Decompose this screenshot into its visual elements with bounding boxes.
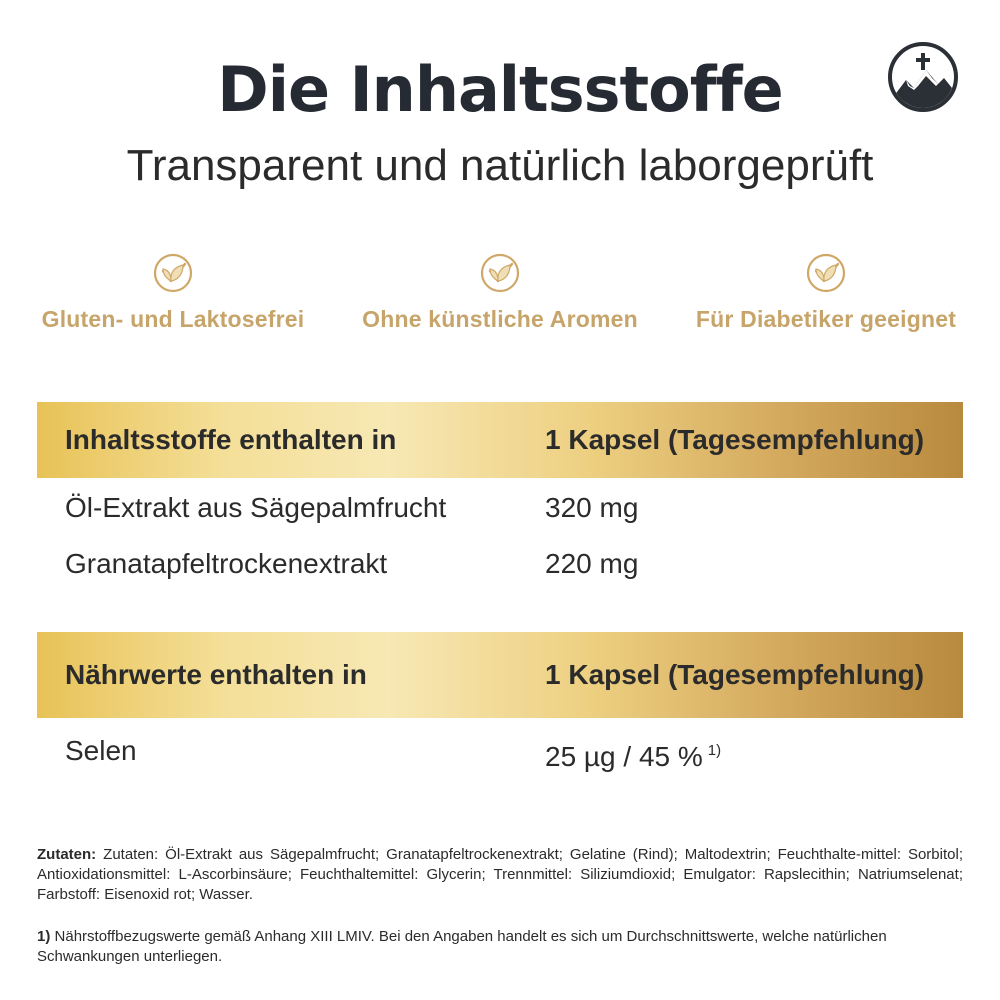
ingredients-header-amount: 1 Kapsel (Tagesempfehlung) (545, 424, 925, 455)
nutrients-header-label: Nährwerte enthalten in (65, 659, 367, 690)
feature-label: Für Diabetiker geeignet (695, 306, 957, 332)
footnote: 1) Nährstoffbezugswerte gemäß Anhang XII… (37, 927, 963, 967)
ingredient-name: Granatapfeltrockenextrakt (65, 548, 388, 579)
footnote-text: Nährstoffbezugswerte gemäß Anhang XIII L… (37, 928, 887, 965)
page-title: Die Inhaltsstoffe (217, 53, 783, 126)
ingredient-name: Öl-Extrakt aus Sägepalmfrucht (65, 492, 447, 523)
nutrient-name: Selen (65, 735, 137, 766)
ingredients-text: Zutaten: Zutaten: Öl-Extrakt aus Sägepal… (37, 845, 963, 905)
mountain-cross-logo-icon (888, 42, 958, 112)
ingredients-body: Zutaten: Öl-Extrakt aus Sägepalmfrucht; … (37, 846, 963, 903)
leaf-check-icon (806, 253, 846, 293)
leaf-check-icon (153, 253, 193, 293)
feature-gluten-lactose-free: Gluten- und Laktosefrei (13, 252, 333, 333)
footnote-ref: 1) (707, 742, 722, 759)
ingredients-label: Zutaten: (37, 846, 97, 863)
ingredient-amount: 320 mg (545, 492, 639, 523)
feature-no-artificial-flavors: Ohne künstliche Aromen (340, 252, 660, 333)
feature-label: Gluten- und Laktosefrei (41, 306, 305, 332)
nutrient-amount: 25 µg / 45 % (545, 741, 703, 772)
ingredient-amount: 220 mg (545, 548, 639, 579)
feature-label: Ohne künstliche Aromen (362, 306, 638, 332)
nutrients-header-amount: 1 Kapsel (Tagesempfehlung) (545, 659, 925, 690)
table-row: Granatapfeltrockenextrakt 220 mg (37, 541, 963, 587)
nutrient-amount-cell: 25 µg / 45 % 1) (545, 728, 721, 780)
feature-suitable-for-diabetics: Für Diabetiker geeignet (666, 252, 986, 333)
ingredients-header-label: Inhaltsstoffe enthalten in (65, 424, 397, 455)
page-subtitle: Transparent und natürlich laborgeprüft (126, 141, 874, 190)
table-row: Öl-Extrakt aus Sägepalmfrucht 320 mg (37, 485, 963, 531)
table-row: Selen 25 µg / 45 % 1) (37, 728, 963, 774)
leaf-check-icon (480, 253, 520, 293)
footnote-marker: 1) (37, 928, 51, 945)
nutrients-table-header: Nährwerte enthalten in 1 Kapsel (Tagesem… (37, 632, 963, 718)
ingredients-table-header: Inhaltsstoffe enthalten in 1 Kapsel (Tag… (37, 402, 963, 478)
